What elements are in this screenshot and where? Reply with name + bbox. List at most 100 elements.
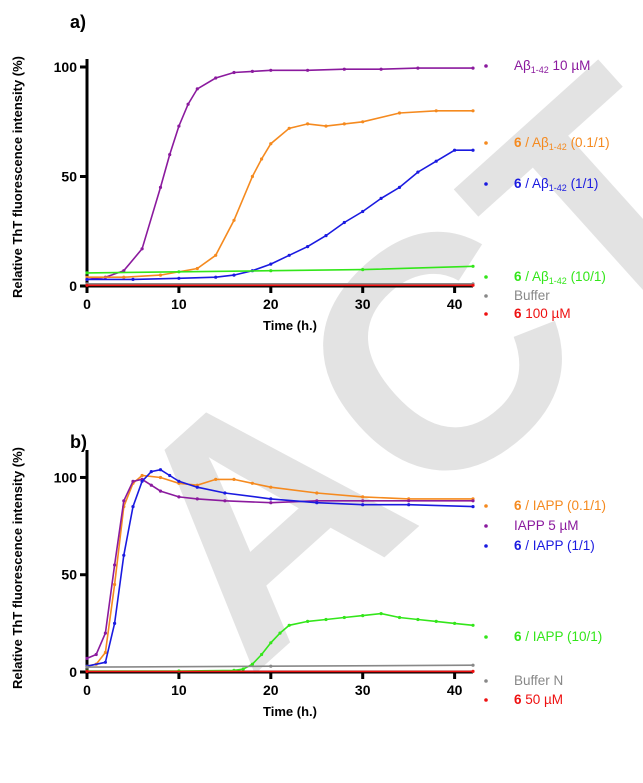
legend-text-part: 1-42 [549,142,567,152]
x-tick-label: 10 [171,682,187,698]
legend-text-part: 1-42 [531,65,549,75]
legend-text-part: 1-42 [549,183,567,193]
y-axis-title: Relative ThT fluorescence intensity (%) [10,447,25,689]
legend-text-part: / IAPP (1/1) [522,538,595,553]
data-point [195,497,199,501]
data-point [85,669,89,674]
series-line [87,149,473,281]
chart-panel-a: a) 0 50 100 0 10 20 30 40 Time (h.) Relative ThT f… [10,12,610,333]
data-point [324,617,328,622]
data-point [113,582,117,587]
data-point [324,234,328,238]
series-red [85,283,475,287]
legend-text-part: / Aβ [522,269,550,284]
legend-text-part: 10 µM [549,58,591,73]
data-point [232,273,236,277]
legend-text-part: (10/1) [567,269,606,284]
legend-entry: 6 50 µM [514,692,563,707]
data-point [177,479,181,483]
data-point [103,631,107,635]
data-point [177,276,181,280]
data-point [85,665,89,669]
x-axis-title: Time (h.) [263,704,317,719]
data-point [122,553,126,557]
data-point [158,475,163,480]
data-point [269,664,273,668]
data-point [232,477,236,481]
legend-text-part: / IAPP (0.1/1) [522,498,607,513]
data-point [158,273,163,277]
data-point [471,148,475,152]
legend-text-part: 6 [514,135,522,150]
data-point [131,479,135,483]
data-point [149,483,153,487]
panel-label: b) [70,432,87,452]
y-tick-label: 0 [69,664,77,680]
data-point [453,621,457,626]
legend-text-part: 50 µM [522,692,564,707]
data-point [113,621,117,626]
panel-label: a) [70,12,86,32]
legend-text-part: 6 [514,176,522,191]
data-point [361,614,365,618]
legend-text-part: Buffer N [514,673,563,688]
legend-text-part: (0.1/1) [567,135,610,150]
y-tick-label: 50 [61,567,77,583]
data-point [195,485,199,489]
data-point [158,185,163,189]
legend-text-part: / Aβ [522,176,550,191]
data-point [287,253,291,257]
data-point [416,66,420,70]
legend-entry: 6 / IAPP (10/1) [514,629,602,644]
data-point [214,76,218,80]
data-point [471,663,475,667]
data-point [140,479,144,483]
data-point [113,563,117,567]
data-point [471,264,475,268]
x-tick-label: 30 [355,296,371,312]
legend-text-part: Aβ [514,58,531,73]
legend-text-part: / Aβ [522,135,550,150]
data-point [269,68,273,72]
data-point [361,120,365,124]
data-point [434,159,438,163]
series-red [85,669,475,674]
legend-marker [484,275,488,279]
legend-text-part: (1/1) [567,176,599,191]
legend-text-part: 6 [514,498,522,513]
x-tick-label: 0 [83,682,91,698]
data-point [214,253,218,257]
data-point [361,268,365,272]
legend-text-part: 6 [514,629,522,644]
data-point [94,652,98,657]
data-point [397,185,402,189]
data-point [278,631,282,635]
data-point [342,122,346,126]
legend-marker [484,698,488,702]
data-point [158,489,163,493]
data-point [140,473,144,478]
data-point [342,220,346,225]
data-point [260,157,264,161]
data-point [250,662,254,666]
legend-entry: 6 / IAPP (0.1/1) [514,498,606,513]
x-tick-label: 20 [263,682,279,698]
data-point [140,247,144,251]
data-point [269,497,273,501]
data-point [287,126,291,130]
series-orange [85,109,475,279]
legend-entry: 6 / Aβ1-42 (10/1) [514,269,606,286]
x-tick-label: 20 [263,296,279,312]
data-point [122,269,126,273]
y-tick-label: 50 [61,169,77,185]
data-point [232,218,236,222]
data-point [85,271,89,275]
data-point [453,148,457,152]
legend-marker [484,141,488,145]
legend-entry: 6 / Aβ1-42 (1/1) [514,176,598,193]
data-point [471,669,475,674]
data-point [214,275,218,279]
data-point [407,503,411,507]
legend-entry: 6 / Aβ1-42 (0.1/1) [514,135,610,152]
